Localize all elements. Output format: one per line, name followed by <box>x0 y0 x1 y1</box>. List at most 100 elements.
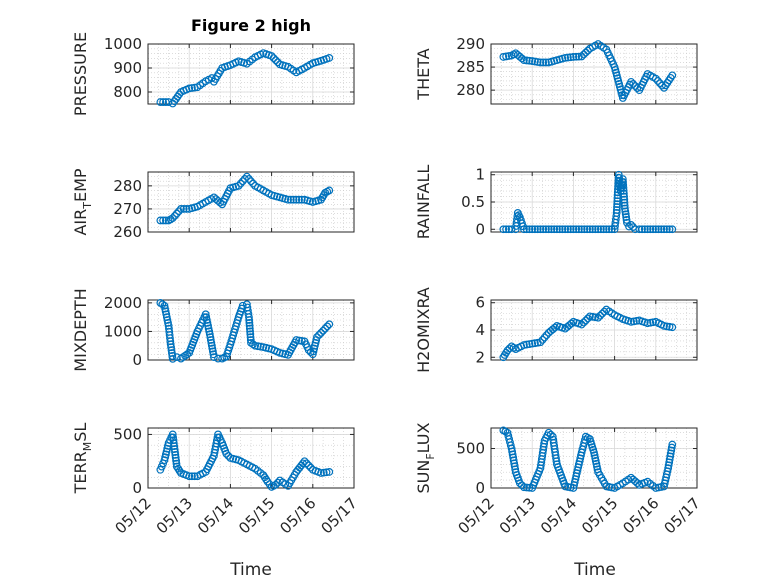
data-point <box>271 56 280 65</box>
data-point <box>522 225 531 234</box>
data-point <box>246 327 254 336</box>
data-point <box>246 330 255 339</box>
data-point <box>574 52 583 61</box>
y-tick-label: 0 <box>132 351 142 369</box>
data-point <box>234 181 243 190</box>
y-tick-label: 0 <box>475 220 485 238</box>
data-point <box>654 225 663 234</box>
data-point <box>174 207 183 216</box>
data-point <box>598 309 607 318</box>
y-tick-label: 2000 <box>104 294 142 312</box>
data-point <box>627 77 635 86</box>
data-point <box>593 462 601 471</box>
data-point <box>182 205 191 213</box>
data-point <box>502 225 511 234</box>
y-axis-label: THETA <box>414 48 433 100</box>
data-point <box>607 483 616 492</box>
data-point <box>627 317 635 326</box>
data-point <box>646 318 655 327</box>
data-point <box>164 98 173 106</box>
data-point <box>253 342 262 351</box>
data-point <box>550 323 559 332</box>
data-point <box>202 313 211 322</box>
axes-5: 0 1000 2000 MIXDEPTH <box>71 288 355 372</box>
data-point <box>297 195 306 204</box>
data-point <box>160 301 169 310</box>
data-point <box>596 225 605 234</box>
data-point <box>602 225 611 234</box>
data-point <box>246 333 255 342</box>
data-point <box>525 56 534 65</box>
data-point <box>590 451 599 460</box>
data-point <box>612 206 621 214</box>
data-point <box>668 440 677 449</box>
y-tick-label: 500 <box>456 440 485 458</box>
data-point <box>651 225 660 234</box>
x-tick-label: 05/13 <box>153 494 196 537</box>
data-point <box>577 52 586 61</box>
data-point <box>638 225 646 234</box>
data-point <box>619 186 628 195</box>
data-point <box>304 461 313 470</box>
data-point <box>156 216 165 225</box>
figure-title: Figure 2 high <box>191 16 311 35</box>
data-point <box>289 195 298 204</box>
data-point <box>665 225 674 234</box>
data-point <box>325 320 334 329</box>
data-point <box>588 225 597 234</box>
data-point <box>295 195 303 204</box>
data-point <box>577 225 586 234</box>
data-point <box>242 172 251 181</box>
data-point <box>304 346 313 354</box>
y-axis-label: H2OMIXRA <box>414 287 433 373</box>
data-point <box>594 225 603 234</box>
data-point <box>627 221 635 229</box>
y-tick-label: 280 <box>456 81 485 99</box>
data-point <box>651 484 660 492</box>
data-point <box>271 480 280 489</box>
data-point <box>179 205 188 213</box>
data-point <box>531 57 539 66</box>
data-point <box>668 323 677 332</box>
data-point <box>591 313 600 322</box>
y-axis-label: MIXDEPTH <box>71 288 90 371</box>
data-point <box>206 333 215 342</box>
x-axis-label-left: Time <box>229 560 272 580</box>
y-axis-label: TERRMSL <box>71 423 94 495</box>
x-axis-label-right: Time <box>573 560 616 580</box>
data-point <box>588 312 597 321</box>
data-point <box>522 56 531 65</box>
data-point <box>167 343 175 352</box>
y-tick-label: 0.5 <box>461 193 485 211</box>
data-point <box>583 225 592 234</box>
data-point <box>564 53 572 62</box>
data-point <box>653 77 662 85</box>
data-point <box>205 330 214 339</box>
y-axis-label: RAINFALL <box>414 165 433 240</box>
data-point <box>156 98 165 106</box>
data-point <box>613 203 621 211</box>
axes-1: 800 900 1000 PRESSURE <box>71 32 355 116</box>
data-point <box>621 204 629 213</box>
data-point <box>209 350 218 359</box>
data-point <box>662 322 671 331</box>
data-point <box>558 225 567 234</box>
x-tick-label: 05/13 <box>496 494 539 537</box>
data-point <box>201 310 210 319</box>
data-point <box>585 225 594 234</box>
data-point <box>185 84 194 93</box>
y-tick-label: 270 <box>113 200 142 218</box>
data-point <box>205 327 214 336</box>
y-tick-label: 6 <box>475 294 485 312</box>
data-point <box>618 175 627 183</box>
axes-box <box>490 427 698 489</box>
data-point <box>583 314 592 323</box>
data-point <box>249 340 257 349</box>
data-point <box>599 225 608 234</box>
data-point <box>640 225 649 234</box>
data-point <box>161 304 169 313</box>
y-axis-label: AIRTEMP <box>71 168 94 235</box>
y-axis-label: PRESSURE <box>71 32 90 116</box>
data-point <box>547 225 556 234</box>
data-point <box>249 179 257 188</box>
